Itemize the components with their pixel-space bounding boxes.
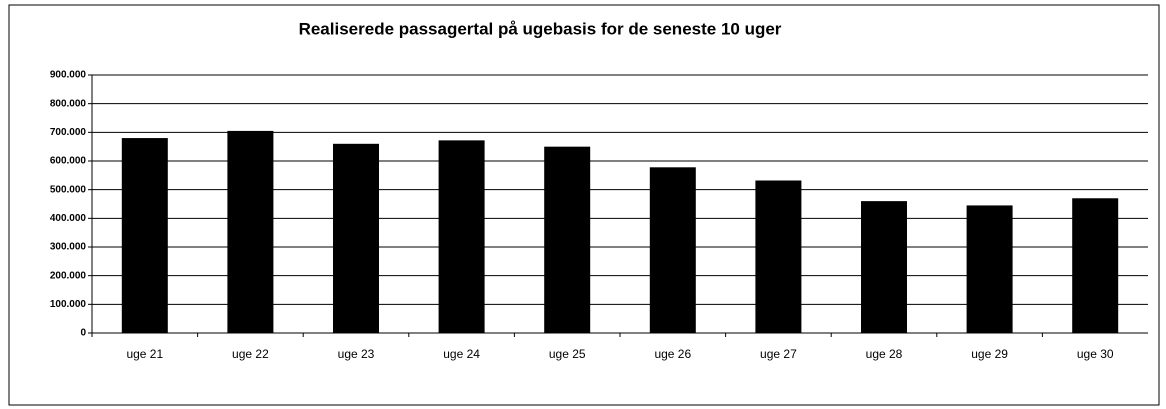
chart-title: Realiserede passagertal på ugebasis for … [299, 19, 782, 38]
y-tick-label: 600.000 [50, 156, 87, 167]
x-tick-label: uge 29 [971, 347, 1008, 361]
x-tick-label: uge 27 [760, 347, 797, 361]
bar [227, 130, 274, 333]
bar [1072, 198, 1119, 333]
x-tick-label: uge 24 [443, 347, 480, 361]
bar [121, 138, 168, 333]
y-tick-label: 700.000 [50, 127, 87, 138]
bar [966, 205, 1013, 333]
x-tick-label: uge 26 [654, 347, 691, 361]
y-tick-label: 300.000 [50, 242, 87, 253]
y-tick-label: 200.000 [50, 270, 87, 281]
y-tick-label: 400.000 [50, 213, 87, 224]
y-tick-label: 0 [80, 328, 86, 339]
y-tick-label: 500.000 [50, 184, 87, 195]
x-tick-label: uge 23 [338, 347, 375, 361]
y-tick-label: 100.000 [50, 299, 87, 310]
y-tick-label: 800.000 [50, 98, 87, 109]
x-tick-label: uge 28 [866, 347, 903, 361]
bar [438, 140, 485, 333]
x-tick-label: uge 30 [1077, 347, 1114, 361]
bar [544, 146, 591, 333]
y-tick-label: 900.000 [50, 70, 87, 81]
bar [755, 180, 802, 333]
bar [861, 201, 907, 333]
x-tick-label: uge 21 [126, 347, 163, 361]
bar [333, 143, 379, 333]
x-tick-label: uge 25 [549, 347, 586, 361]
bar [649, 167, 696, 333]
x-tick-label: uge 22 [232, 347, 269, 361]
